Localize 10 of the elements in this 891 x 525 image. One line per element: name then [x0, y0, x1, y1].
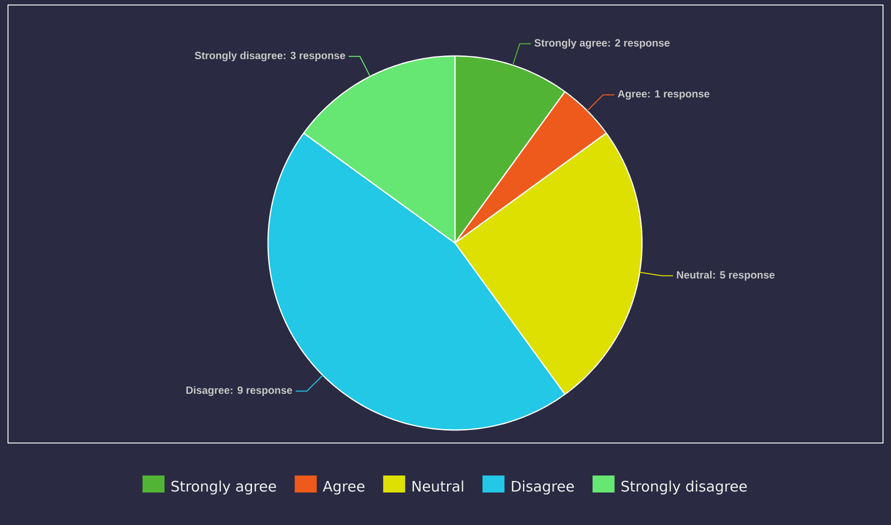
data-label: Agree: 1 response — [618, 90, 710, 100]
legend-label: Neutral — [412, 480, 464, 492]
data-label: Neutral: 5 response — [676, 270, 775, 281]
data-label: Disagree: 9 response — [186, 386, 292, 396]
data-label: Strongly agree: 2 response — [534, 38, 670, 49]
data-label: Strongly disagree: 3 response — [194, 51, 346, 62]
legend-label: Agree — [322, 480, 364, 494]
legend-label: Disagree — [512, 480, 574, 494]
legend-label: Strongly agree — [171, 480, 276, 494]
legend-label: Strongly disagree — [622, 480, 747, 494]
